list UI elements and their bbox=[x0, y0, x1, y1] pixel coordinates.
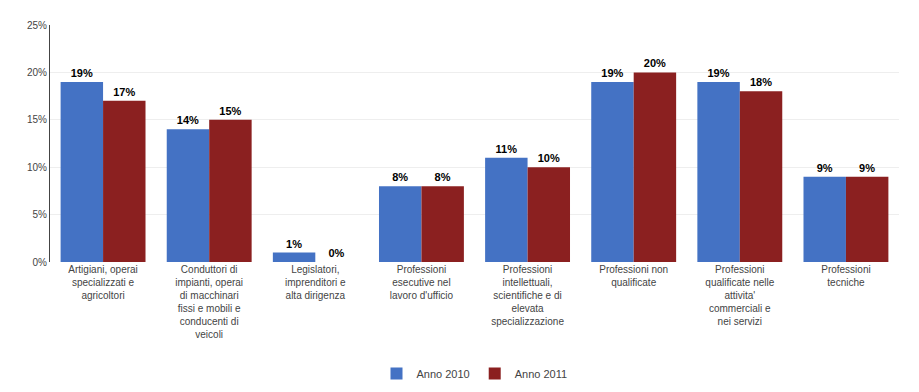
svg-text:15%: 15% bbox=[219, 105, 241, 117]
svg-text:20%: 20% bbox=[27, 67, 47, 78]
svg-text:14%: 14% bbox=[177, 114, 199, 126]
svg-text:Anno 2010: Anno 2010 bbox=[417, 368, 470, 380]
svg-text:10%: 10% bbox=[27, 162, 47, 173]
svg-text:Professioni nonqualificate: Professioni nonqualificate bbox=[599, 264, 668, 288]
svg-text:9%: 9% bbox=[859, 162, 875, 174]
svg-text:8%: 8% bbox=[435, 171, 451, 183]
svg-text:Professioniesecutive nellavoro: Professioniesecutive nellavoro d'ufficio bbox=[390, 264, 454, 301]
svg-text:0%: 0% bbox=[33, 257, 48, 268]
svg-text:11%: 11% bbox=[496, 143, 518, 155]
svg-text:Anno 2011: Anno 2011 bbox=[515, 368, 567, 380]
svg-text:Professionitecniche: Professionitecniche bbox=[821, 264, 870, 288]
svg-text:17%: 17% bbox=[113, 86, 135, 98]
svg-text:Artigiani, operaispecializzati: Artigiani, operaispecializzati eagricolt… bbox=[68, 264, 137, 301]
svg-text:5%: 5% bbox=[33, 209, 48, 220]
svg-text:1%: 1% bbox=[286, 238, 302, 250]
svg-text:Conduttori diimpianti, operaid: Conduttori diimpianti, operaidi macchina… bbox=[175, 264, 243, 340]
svg-text:19%: 19% bbox=[601, 67, 623, 79]
svg-text:9%: 9% bbox=[817, 162, 833, 174]
svg-text:8%: 8% bbox=[392, 171, 408, 183]
svg-text:Professioniqualificate nelleat: Professioniqualificate nelleattivita'com… bbox=[705, 264, 774, 327]
svg-text:20%: 20% bbox=[644, 57, 666, 69]
svg-text:10%: 10% bbox=[538, 152, 560, 164]
svg-text:Legislatori,imprenditori ealta: Legislatori,imprenditori ealta dirigenza bbox=[285, 264, 346, 301]
svg-text:Professioniintellettuali,scien: Professioniintellettuali,scientifiche e … bbox=[491, 264, 564, 327]
svg-text:0%: 0% bbox=[328, 247, 344, 259]
svg-text:19%: 19% bbox=[71, 67, 93, 79]
svg-text:15%: 15% bbox=[27, 114, 47, 125]
svg-text:19%: 19% bbox=[707, 67, 729, 79]
svg-text:18%: 18% bbox=[750, 76, 772, 88]
svg-text:25%: 25% bbox=[27, 20, 47, 31]
